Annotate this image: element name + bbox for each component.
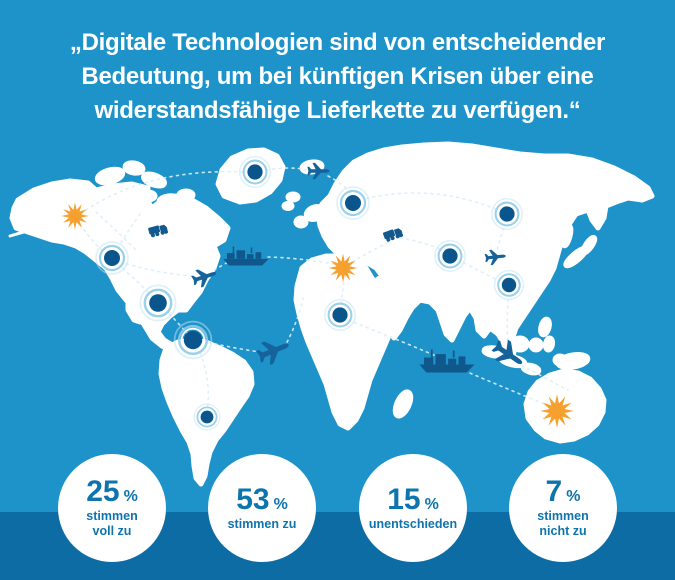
landmass-japan bbox=[580, 234, 598, 256]
stat-label-line: stimmen zu bbox=[227, 516, 297, 531]
stat-label-line: stimmen bbox=[537, 509, 589, 523]
landmass-north-america bbox=[9, 178, 231, 361]
stat-percent-sign: % bbox=[424, 495, 439, 513]
quote-line: widerstandsfähige Lieferkette zu verfüge… bbox=[94, 97, 581, 124]
plane-icon bbox=[254, 333, 294, 368]
stat-circle-unentschieden: 15 % unentschieden bbox=[359, 454, 467, 562]
stat-label: stimmen voll zu bbox=[86, 509, 137, 539]
quote-line: Bedeutung, um bei künftigen Krisen über … bbox=[81, 63, 594, 90]
stat-circle-stimmen-nicht-zu: 7 % stimmen nicht zu bbox=[509, 454, 617, 562]
landmass-madagascar bbox=[392, 389, 414, 419]
stat-value: 53 bbox=[236, 482, 270, 516]
landmass-new-guinea bbox=[555, 352, 591, 370]
cargo-ship-icon bbox=[223, 246, 269, 266]
landmass-ireland bbox=[293, 215, 309, 229]
quote-line: „Digitale Technologien sind von entschei… bbox=[69, 29, 606, 56]
location-dot-icon bbox=[335, 185, 371, 221]
location-dot-icon bbox=[433, 239, 467, 273]
landmass-sakhalin bbox=[560, 223, 574, 249]
location-dot-icon bbox=[238, 155, 272, 189]
stat-label-line: unentschieden bbox=[368, 516, 458, 531]
location-dot-icon bbox=[493, 269, 525, 301]
landmass-africa bbox=[293, 253, 411, 431]
stat-value: 15 bbox=[387, 482, 421, 516]
stat-label: stimmen zu bbox=[228, 517, 297, 532]
location-dot-icon bbox=[193, 403, 221, 431]
stat-label: stimmen nicht zu bbox=[537, 509, 588, 539]
landmass-baja bbox=[125, 297, 143, 325]
landmass-aleutians bbox=[8, 222, 54, 238]
stat-percent-sign: % bbox=[123, 488, 138, 505]
location-dot-icon bbox=[94, 240, 130, 276]
landmass-island bbox=[281, 201, 295, 211]
stat-percent-sign: % bbox=[273, 495, 288, 513]
stat-value: 7 bbox=[545, 475, 563, 508]
landmass-island bbox=[285, 191, 301, 203]
stat-circle-stimmen-zu: 53 % stimmen zu bbox=[208, 454, 316, 562]
location-dot-icon bbox=[323, 298, 357, 332]
location-dot-icon bbox=[490, 197, 524, 231]
location-dot-icon bbox=[139, 284, 177, 322]
stat-value: 25 bbox=[86, 475, 120, 508]
quote-headline: „Digitale Technologien sind von entschei… bbox=[0, 26, 675, 128]
stat-label-line: voll zu bbox=[92, 524, 132, 538]
stat-percent-sign: % bbox=[566, 488, 581, 505]
stat-circle-stimmen-voll-zu: 25 % stimmen voll zu bbox=[58, 454, 166, 562]
stat-label-line: stimmen bbox=[86, 509, 138, 523]
location-dot-icon bbox=[173, 320, 213, 360]
stat-label: unentschieden bbox=[369, 517, 457, 532]
stat-label-line: nicht zu bbox=[539, 524, 587, 538]
